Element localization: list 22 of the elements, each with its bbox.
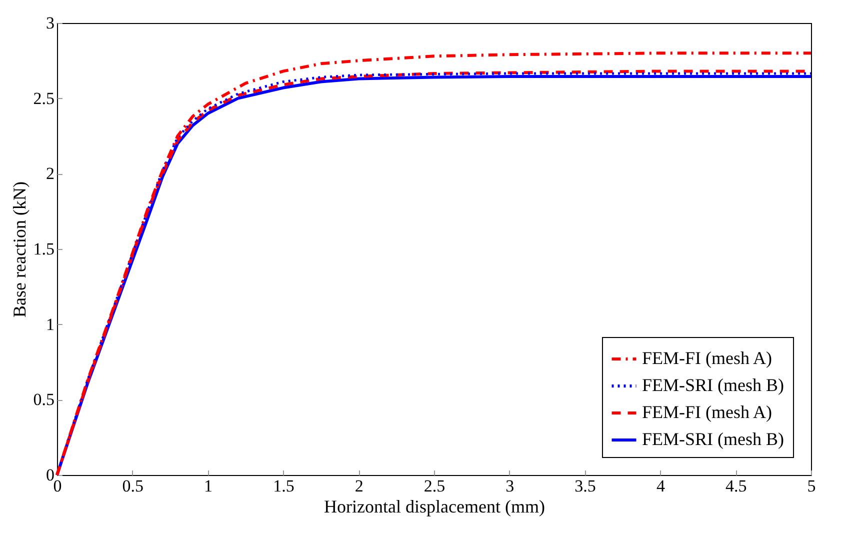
x-tick-label: 2.5 [424,476,446,496]
legend-label: FEM-SRI (mesh B) [642,429,784,449]
x-tick-label: 3.5 [574,476,596,496]
y-tick-label: 0.5 [33,390,54,410]
x-tick-label: 1 [204,476,213,496]
legend-label: FEM-SRI (mesh B) [642,375,784,395]
legend-label: FEM-FI (mesh A) [642,402,772,422]
x-tick-label: 3 [506,476,514,496]
x-tick-label: 1.5 [273,476,294,496]
y-tick-label: 2.5 [33,88,54,108]
y-tick-label: 1 [46,314,54,334]
y-tick-label: 1.5 [33,240,54,258]
x-tick-label: 4.5 [725,476,747,496]
x-tick-label: 2 [354,476,364,496]
y-tick-label: 3 [46,14,54,32]
y-axis-title: Base reaction (kN) [9,182,30,318]
x-tick-label: 5 [807,476,816,496]
x-tick-label: 0.5 [122,476,144,496]
y-tick-label: 2 [46,164,54,184]
legend-label: FEM-FI (mesh A) [642,348,772,368]
x-axis-title: Horizontal displacement (mm) [324,496,545,516]
x-tick-label: 4 [656,476,666,496]
